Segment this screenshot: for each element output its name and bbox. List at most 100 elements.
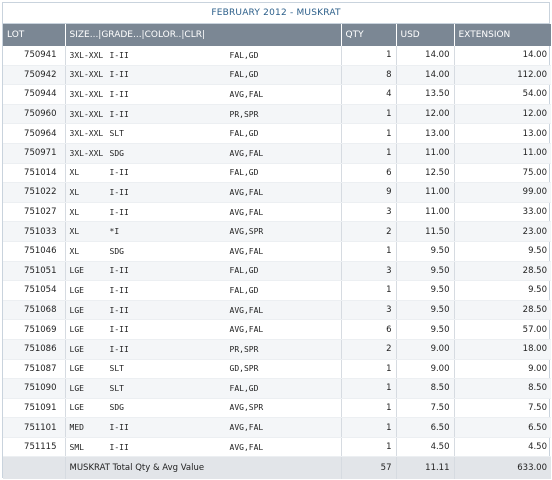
extension-cell: 23.00 — [454, 221, 551, 242]
color-value: AVG,FAL — [229, 89, 264, 99]
color-value: GD,SPR — [229, 364, 259, 374]
size-value: SML — [69, 442, 84, 452]
usd-cell: 13.00 — [396, 123, 455, 144]
size-value: XL — [69, 168, 80, 178]
color-value: AVG,FAL — [229, 325, 264, 335]
qty-cell: 1 — [341, 417, 397, 438]
description-cell: LGE I-II PR,SPR — [65, 339, 342, 360]
lot-cell: 751090 — [3, 378, 66, 399]
qty-cell: 4 — [341, 84, 397, 105]
grade-value: SLT — [109, 383, 124, 393]
table-row: 751033 XL *I AVG,SPR 2 11.50 23.00 — [3, 221, 551, 242]
qty-cell: 9 — [341, 182, 397, 203]
grade-value: I-II — [109, 325, 129, 335]
grade-value: I-II — [109, 344, 129, 354]
total-row: MUSKRAT Total Qty & Avg Value 57 11.11 6… — [3, 456, 551, 480]
size-value: LGE — [69, 325, 84, 335]
qty-cell: 2 — [341, 339, 397, 360]
extension-cell: 7.50 — [454, 398, 551, 419]
qty-cell: 1 — [341, 46, 397, 66]
lot-cell: 751068 — [3, 300, 66, 321]
usd-cell: 14.00 — [396, 46, 455, 66]
grade-value: SLT — [109, 129, 124, 139]
usd-cell: 14.00 — [396, 65, 455, 86]
color-value: FAL,GD — [229, 168, 259, 178]
description-cell: MED I-II AVG,FAL — [65, 417, 342, 438]
table-row: 751054 LGE I-II FAL,GD 1 9.50 9.50 — [3, 280, 551, 301]
lot-cell: 751091 — [3, 398, 66, 419]
color-value: AVG,FAL — [229, 187, 264, 197]
header-row: LOT SIZE...|GRADE...|COLOR..|CLR| QTY US… — [3, 24, 551, 46]
size-value: 3XL-XXL — [69, 148, 104, 158]
usd-cell: 6.50 — [396, 417, 455, 438]
table-row: 751027 XL I-II AVG,FAL 3 11.00 33.00 — [3, 202, 551, 223]
column-header-lot[interactable]: LOT — [3, 24, 66, 46]
column-header-extension[interactable]: EXTENSION — [454, 24, 551, 46]
size-value: LGE — [69, 305, 84, 315]
qty-cell: 1 — [341, 437, 397, 458]
total-label: MUSKRAT Total Qty & Avg Value — [65, 456, 342, 480]
grade-value: SDG — [109, 403, 124, 413]
qty-cell: 2 — [341, 221, 397, 242]
color-value: AVG,SPR — [229, 227, 264, 237]
extension-cell: 99.00 — [454, 182, 551, 203]
grade-value: I-II — [109, 109, 129, 119]
lot-cell: 751051 — [3, 261, 66, 282]
size-value: LGE — [69, 266, 84, 276]
column-header-qty[interactable]: QTY — [341, 24, 397, 46]
size-value: 3XL-XXL — [69, 109, 104, 119]
usd-cell: 11.00 — [396, 182, 455, 203]
usd-cell: 9.50 — [396, 241, 455, 262]
extension-cell: 9.00 — [454, 359, 551, 380]
description-cell: 3XL-XXL I-II FAL,GD — [65, 65, 342, 86]
lot-cell: 751027 — [3, 202, 66, 223]
table-row: 751051 LGE I-II FAL,GD 3 9.50 28.50 — [3, 261, 551, 282]
lot-cell: 751101 — [3, 417, 66, 438]
qty-cell: 3 — [341, 261, 397, 282]
size-value: 3XL-XXL — [69, 70, 104, 80]
grade-value: I-II — [109, 207, 129, 217]
column-header-usd[interactable]: USD — [396, 24, 455, 46]
color-value: FAL,GD — [229, 50, 259, 60]
color-value: PR,SPR — [229, 109, 259, 119]
extension-cell: 75.00 — [454, 163, 551, 184]
grade-value: SDG — [109, 246, 124, 256]
column-header-description[interactable]: SIZE...|GRADE...|COLOR..|CLR| — [65, 24, 342, 46]
size-value: 3XL-XXL — [69, 129, 104, 139]
usd-cell: 8.50 — [396, 378, 455, 399]
grade-value: I-II — [109, 168, 129, 178]
table-row: 751115 SML I-II AVG,FAL 1 4.50 4.50 — [3, 437, 551, 458]
usd-cell: 4.50 — [396, 437, 455, 458]
table-row: 751022 XL I-II AVG,FAL 9 11.00 99.00 — [3, 182, 551, 203]
extension-cell: 9.50 — [454, 241, 551, 262]
extension-cell: 33.00 — [454, 202, 551, 223]
usd-cell: 9.00 — [396, 339, 455, 360]
color-value: AVG,FAL — [229, 246, 264, 256]
table-row: 751014 XL I-II FAL,GD 6 12.50 75.00 — [3, 163, 551, 184]
lot-cell: 751115 — [3, 437, 66, 458]
lot-cell: 750960 — [3, 104, 66, 125]
lot-cell: 751033 — [3, 221, 66, 242]
usd-cell: 9.50 — [396, 280, 455, 301]
grade-value: I-II — [109, 305, 129, 315]
results-table: LOT SIZE...|GRADE...|COLOR..|CLR| QTY US… — [3, 24, 551, 480]
lot-cell: 751086 — [3, 339, 66, 360]
lot-cell: 751022 — [3, 182, 66, 203]
description-cell: LGE I-II FAL,GD — [65, 261, 342, 282]
size-value: XL — [69, 207, 80, 217]
qty-cell: 1 — [341, 123, 397, 144]
description-cell: LGE I-II FAL,GD — [65, 280, 342, 301]
color-value: FAL,GD — [229, 266, 259, 276]
lot-cell: 750942 — [3, 65, 66, 86]
size-value: XL — [69, 227, 80, 237]
description-cell: XL SDG AVG,FAL — [65, 241, 342, 262]
grade-value: I-II — [109, 266, 129, 276]
usd-cell: 9.50 — [396, 319, 455, 340]
grade-value: I-II — [109, 70, 129, 80]
table-title: FEBRUARY 2012 - MUSKRAT — [3, 3, 549, 24]
usd-cell: 9.00 — [396, 359, 455, 380]
grade-value: I-II — [109, 285, 129, 295]
description-cell: XL I-II AVG,FAL — [65, 202, 342, 223]
total-lot-cell — [3, 456, 66, 480]
